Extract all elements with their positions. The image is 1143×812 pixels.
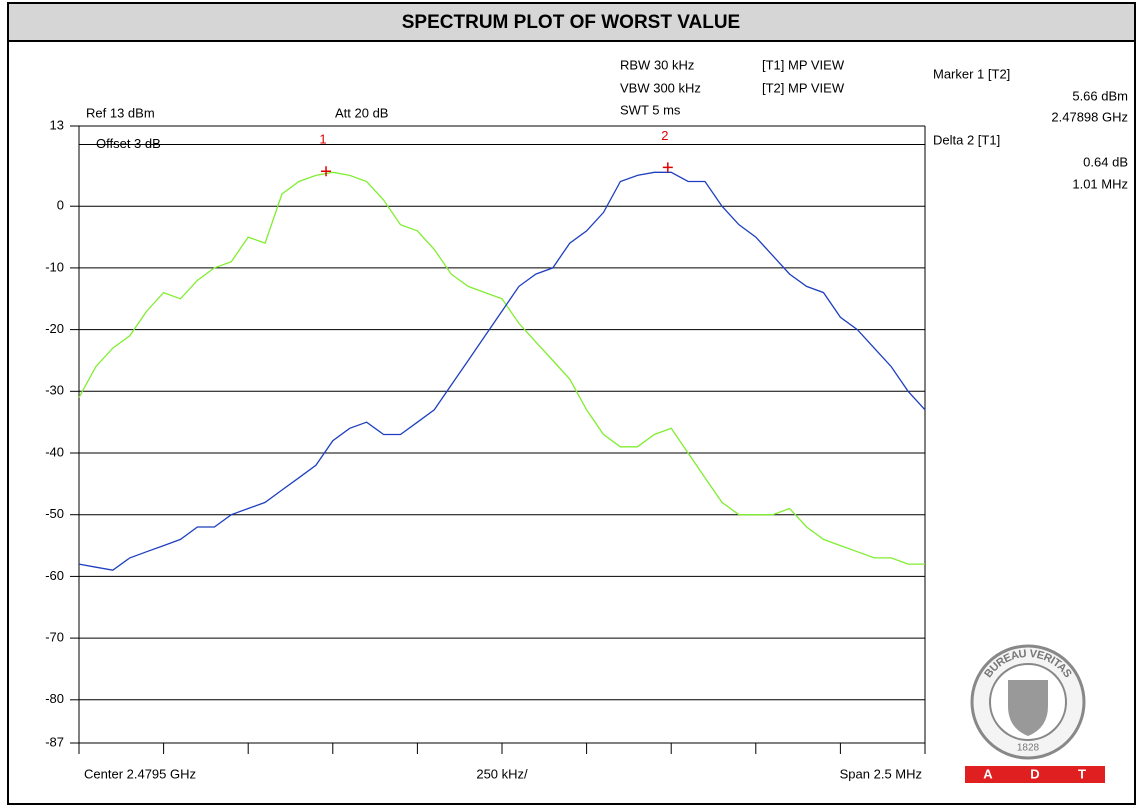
marker: [662, 162, 673, 173]
adt-bar: [965, 766, 1105, 783]
marker-readout: 0.64 dB: [1083, 154, 1128, 169]
marker-readout: Delta 2 [T1]: [933, 132, 1000, 147]
logo-shield: [1008, 680, 1048, 736]
x-axis-label: Center 2.4795 GHz: [84, 766, 196, 781]
y-tick-label: -10: [45, 259, 64, 274]
title-bar: [7, 2, 1136, 42]
marker-readout: 5.66 dBm: [1072, 88, 1128, 103]
chart-title: SPECTRUM PLOT OF WORST VALUE: [402, 12, 740, 33]
marker-readout: Marker 1 [T2]: [933, 66, 1010, 81]
legend-entry: [T2] MP VIEW: [762, 80, 845, 95]
marker-readout: 2.47898 GHz: [1051, 109, 1128, 124]
marker-readout: 1.01 MHz: [1072, 176, 1128, 191]
legend-entry: [T1] MP VIEW: [762, 57, 845, 72]
adt-letter: A: [983, 766, 993, 781]
y-tick-label: 0: [57, 198, 64, 213]
x-axis-label: 250 kHz/: [476, 766, 528, 781]
y-tick-label: -80: [45, 691, 64, 706]
y-tick-label: 13: [50, 117, 64, 132]
trace: [78, 171, 925, 565]
y-tick-label: -40: [45, 444, 64, 459]
ref-line-label: Offset 3 dB: [96, 136, 161, 151]
rbw: RBW 30 kHz: [620, 57, 694, 72]
ref-level: Ref 13 dBm: [86, 105, 155, 120]
trace: [78, 171, 926, 571]
logo: BUREAU VERITAS 1828 A D T: [965, 644, 1105, 783]
y-tick-label: -30: [45, 383, 64, 398]
y-tick-label: -50: [45, 506, 64, 521]
logo-year: 1828: [1017, 743, 1040, 754]
marker-label: 1: [319, 132, 326, 147]
vbw: VBW 300 kHz: [620, 80, 701, 95]
sweep-time: SWT 5 ms: [620, 102, 681, 117]
adt-letter: T: [1078, 766, 1086, 781]
attenuation: Att 20 dB: [335, 105, 388, 120]
marker-label: 2: [661, 128, 668, 143]
y-tick-label: -70: [45, 630, 64, 645]
marker: [321, 166, 332, 177]
y-tick-label: -20: [45, 321, 64, 336]
y-tick-label: -87: [45, 734, 64, 749]
y-tick-label: -60: [45, 568, 64, 583]
x-axis-label: Span 2.5 MHz: [840, 766, 922, 781]
adt-letter: D: [1030, 766, 1039, 781]
frame: [7, 2, 1136, 805]
